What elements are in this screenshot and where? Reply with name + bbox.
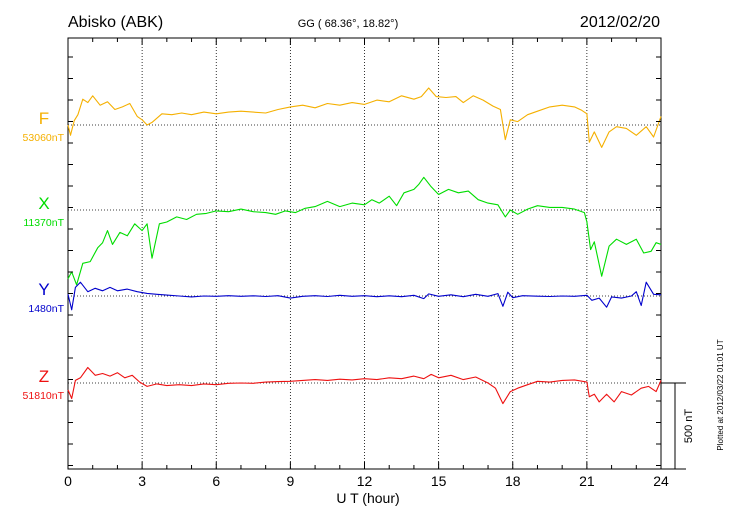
series-line-y	[67, 281, 662, 311]
x-tick-label: 0	[64, 473, 72, 489]
series-baseline-y: 1480nT	[28, 303, 64, 315]
x-tick-label: 6	[212, 473, 220, 489]
plotted-timestamp: Plotted at 2012/03/22 01:01 UT	[716, 339, 725, 450]
x-tick-label: 3	[138, 473, 146, 489]
station-coordinates: GG ( 68.36°, 18.82°)	[298, 18, 399, 30]
series-name-z: Z	[39, 367, 49, 386]
x-tick-label: 12	[357, 473, 373, 489]
series-labels: F 53060nT X 11370nT Y 1480nT Z 51810nT	[23, 109, 65, 402]
series-line-x	[67, 176, 662, 286]
series-line-f	[67, 87, 662, 148]
series-name-y: Y	[38, 280, 49, 299]
scale-bar: 500 nT	[661, 382, 695, 470]
x-tick-label: 15	[431, 473, 447, 489]
series-baseline-z: 51810nT	[23, 390, 65, 402]
x-axis-label: U T (hour)	[336, 490, 399, 506]
series-name-x: X	[38, 194, 49, 213]
x-tick-label: 18	[505, 473, 521, 489]
grid-lines	[141, 38, 588, 469]
axis-ticks: 0 3 6 9 12 15 18 21 24	[64, 38, 669, 489]
x-tick-label: 21	[579, 473, 595, 489]
series-name-f: F	[39, 109, 49, 128]
scale-bar-label: 500 nT	[683, 409, 695, 444]
station-title: Abisko (ABK)	[68, 14, 163, 31]
series-line-z	[67, 366, 662, 405]
series-baseline-x: 11370nT	[23, 217, 64, 229]
series-lines	[67, 87, 662, 405]
x-tick-label: 24	[653, 473, 669, 489]
x-tick-label: 9	[286, 473, 294, 489]
series-baseline-f: 53060nT	[23, 132, 65, 144]
chart-date: 2012/02/20	[580, 14, 660, 31]
